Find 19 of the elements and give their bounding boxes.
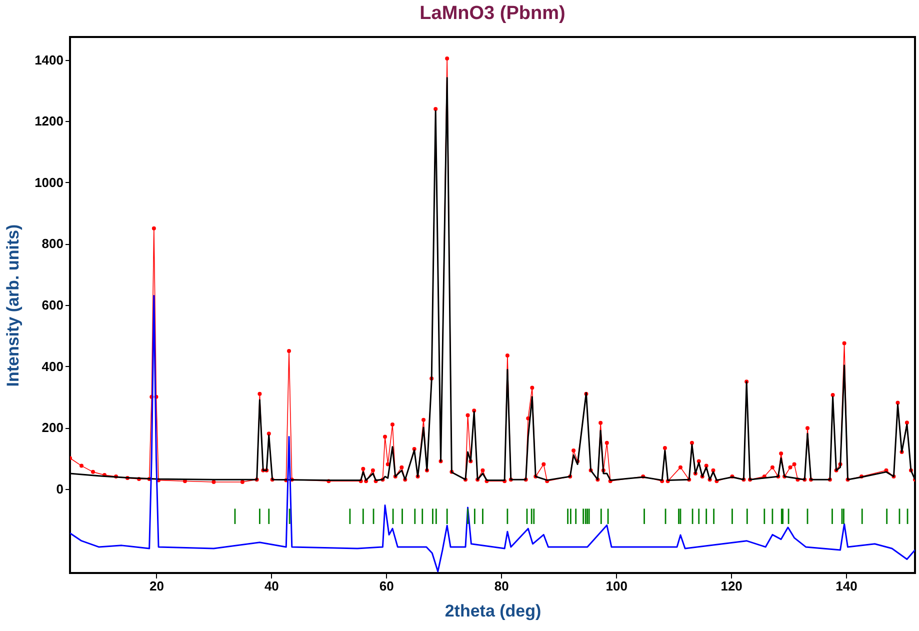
y-tick-label: 400 — [42, 358, 64, 374]
x-tick-label: 80 — [494, 578, 509, 594]
x-tick-label: 20 — [149, 578, 164, 594]
y-axis-title: Intensity (arb. units) — [4, 224, 23, 387]
y-tick-label: 0 — [56, 481, 64, 496]
line-series — [70, 295, 915, 572]
x-axis-title: 2theta (deg) — [444, 602, 542, 620]
y-tick-label: 1200 — [34, 114, 64, 129]
y-tick-label: 800 — [42, 236, 64, 252]
x-tick-label: 120 — [720, 578, 742, 594]
y-tick-label: 200 — [42, 420, 64, 436]
y-tick-label: 600 — [42, 298, 64, 312]
chart-title: LaMnO3 (Pbnm) — [420, 3, 566, 24]
y-tick-label: 1400 — [34, 52, 64, 68]
x-tick-label: 40 — [264, 578, 279, 594]
y-tick-label: 1000 — [34, 174, 64, 190]
x-tick-label: 60 — [379, 578, 394, 594]
x-tick-label: 100 — [606, 578, 628, 594]
x-tick-label: 140 — [836, 578, 858, 594]
